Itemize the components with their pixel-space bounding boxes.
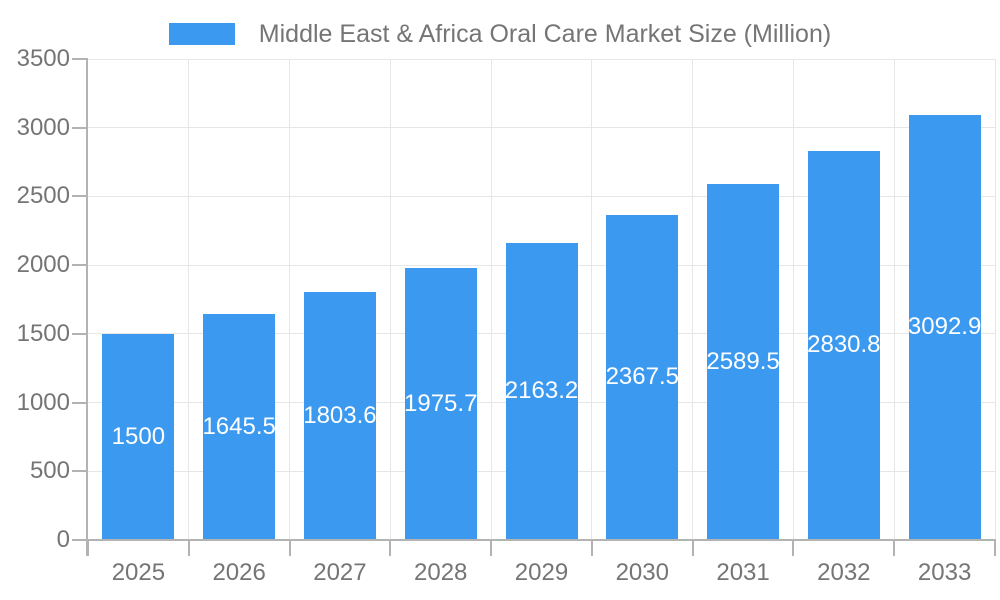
vertical-gridline [490,59,492,540]
x-axis-tick [288,539,291,556]
legend-item[interactable]: Middle East & Africa Oral Care Market Si… [168,20,832,48]
bar-value-label: 1500 [111,422,166,450]
y-axis-tick [72,264,88,267]
vertical-gridline [289,59,291,540]
y-axis-tick-label: 3500 [16,45,70,72]
x-axis-tick-label: 2030 [615,559,669,586]
bar-value-label: 1645.5 [202,412,276,440]
x-axis-tick [792,539,795,556]
chart-legend: Middle East & Africa Oral Care Market Si… [0,20,1000,48]
bar-value-label: 2163.2 [504,377,579,405]
bar-value-label: 3092.9 [907,313,982,341]
bar-value-label: 1803.6 [303,402,377,430]
x-axis-tick [893,539,896,556]
bar-2028[interactable]: 1975.7 [404,268,478,540]
plot-area: 1500 1645.5 1803.6 1975.7 2163.2 2367.5 2589.5… [88,58,996,540]
bar-2026[interactable]: 1645.5 [202,313,276,540]
horizontal-gridline [88,127,995,129]
bar-2025[interactable]: 1500 [102,333,175,540]
y-axis-tick-label: 2500 [16,182,70,210]
y-axis-tick [72,470,88,473]
y-axis-tick-label: 1500 [16,319,70,347]
x-axis-tick [994,539,996,556]
bar-value-label: 1975.7 [404,390,478,418]
bar-2032[interactable]: 2830.8 [807,150,881,540]
horizontal-gridline [88,195,995,197]
bar-2030[interactable]: 2367.5 [605,214,679,540]
x-axis-tick [590,539,593,556]
bar-2027[interactable]: 1803.6 [303,292,377,540]
x-axis-tick-label: 2026 [212,559,266,586]
horizontal-gridline [88,58,995,60]
vertical-gridline [389,59,391,540]
x-axis-line [86,539,995,541]
x-axis-tick-label: 2025 [111,559,166,586]
y-axis-tick [72,195,88,198]
x-axis-tick [490,539,493,556]
x-axis-tick [187,539,190,556]
x-axis-tick-label: 2033 [917,559,972,586]
bar-2029[interactable]: 2163.2 [504,242,579,540]
vertical-gridline [188,59,190,540]
bar-value-label: 2830.8 [807,331,881,359]
x-axis-tick-label: 2027 [313,559,367,586]
legend-swatch-icon [168,23,235,45]
x-axis-tick [87,539,89,556]
vertical-gridline [792,59,794,540]
x-axis-tick [691,539,694,556]
chart-title: Middle East & Africa Oral Care Market Si… [258,20,832,48]
y-axis-tick-label: 500 [29,457,70,485]
y-axis-tick-label: 0 [56,526,70,553]
x-axis-tick-label: 2031 [716,559,770,586]
y-axis-line [86,59,88,556]
y-axis-tick [72,126,88,129]
bar-2031[interactable]: 2589.5 [706,184,780,540]
y-axis-tick-label: 2000 [16,251,70,279]
vertical-gridline [994,59,996,540]
vertical-gridline [591,59,593,540]
bar-value-label: 2367.5 [605,363,679,391]
y-axis-tick [72,58,88,60]
y-axis-tick-label: 1000 [16,388,70,416]
vertical-gridline [893,59,895,540]
x-axis-tick-label: 2032 [817,559,871,586]
bar-value-label: 2589.5 [706,348,780,376]
bar-2033[interactable]: 3092.9 [907,114,982,540]
y-axis-tick [72,332,88,335]
vertical-gridline [692,59,694,540]
x-axis-tick [389,539,392,556]
x-axis-tick-label: 2028 [414,559,468,586]
y-axis-tick-label: 3000 [16,113,70,141]
y-axis-tick [72,401,88,404]
x-axis-tick-label: 2029 [514,559,569,586]
y-axis-tick [72,539,88,541]
